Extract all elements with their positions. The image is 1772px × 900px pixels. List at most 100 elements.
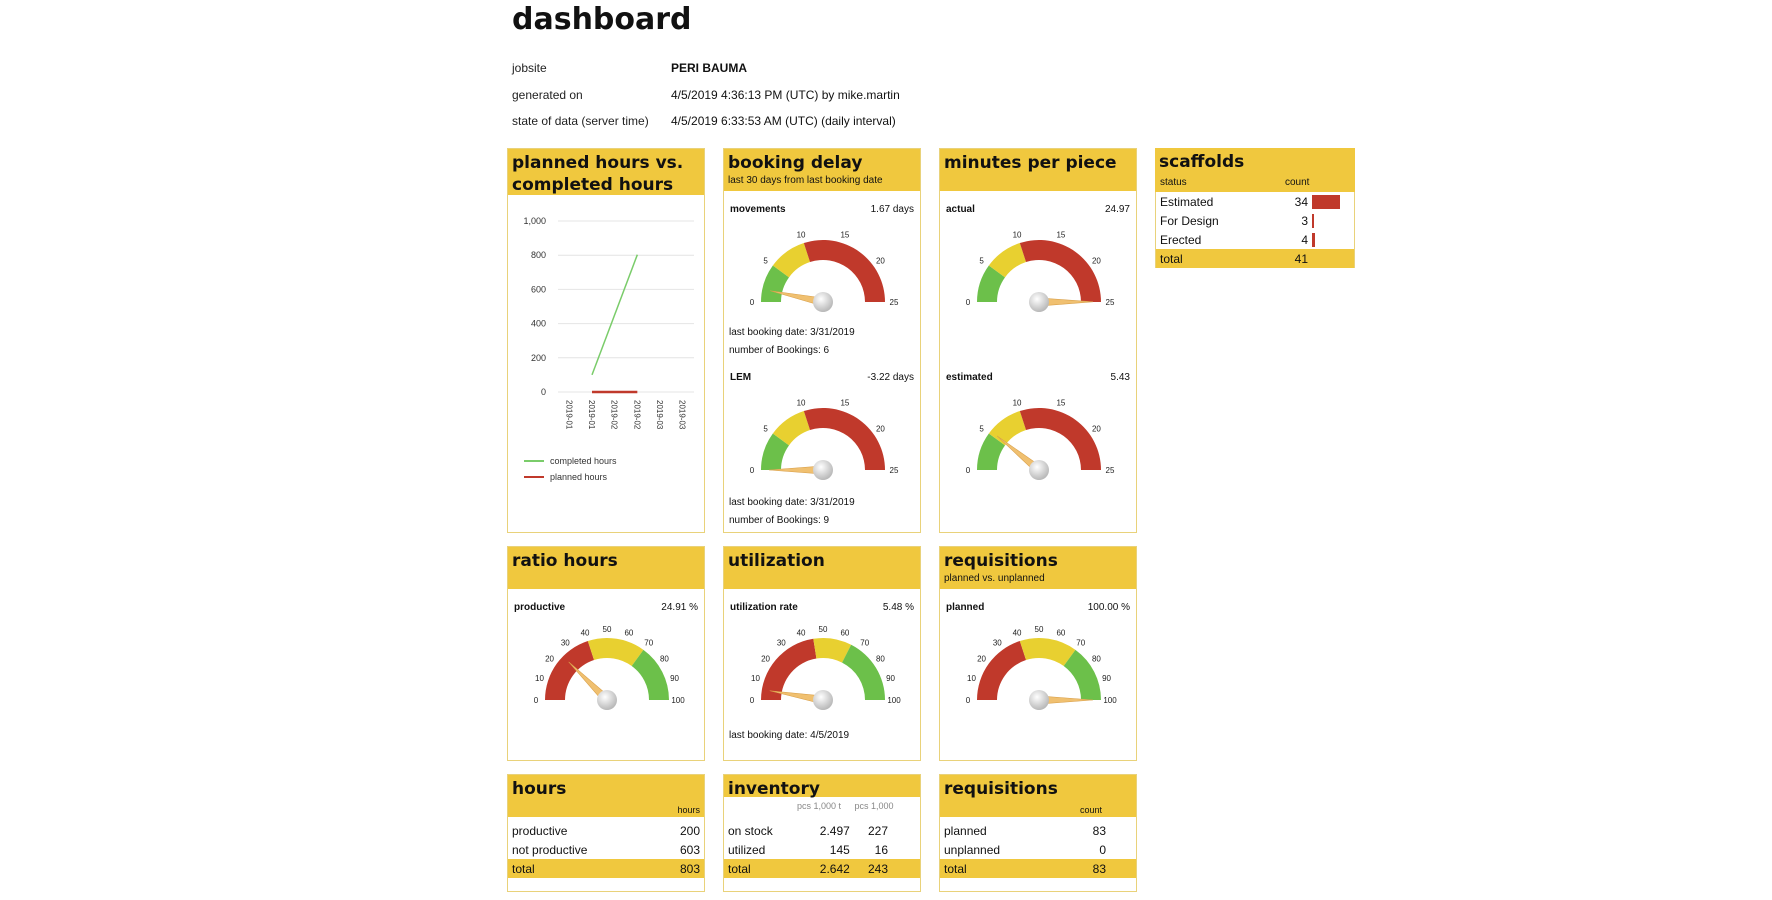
spacer <box>892 821 920 840</box>
column-header-count: count <box>1285 177 1310 188</box>
gauge-value: 100.00 % <box>1087 602 1130 613</box>
y-tick-label: 200 <box>531 353 546 363</box>
column-header-2: pcs 1,000 <box>854 801 894 811</box>
row-value: 603 <box>679 842 700 857</box>
row-value-2: 227 <box>867 823 888 838</box>
gauge-label: LEM <box>730 372 752 383</box>
gauge-tick-label: 0 <box>966 696 971 705</box>
table-row: on stock 2.497 227 <box>724 821 920 840</box>
column-header-status: status <box>1160 177 1187 188</box>
info-text: last booking date: 4/5/2019 <box>729 730 850 741</box>
total-spacer <box>1312 249 1355 268</box>
card-header: ratio hours <box>508 547 704 589</box>
gauge-label: estimated <box>946 372 993 383</box>
gauge-band <box>1019 638 1076 667</box>
card-header: minutes per piece <box>940 149 1136 191</box>
row-value: 200 <box>679 823 700 838</box>
spacer <box>892 840 920 859</box>
card-header: scaffolds status count <box>1155 148 1355 192</box>
planned-gauge: 0 10 20 30 40 50 60 70 80 90 100 <box>966 625 1117 710</box>
total-row: total 41 <box>1155 249 1355 268</box>
movements-gauge: 0 5 10 15 20 25 <box>750 230 899 312</box>
gauge-tick-label: 20 <box>761 654 770 663</box>
estimated-gauge: 0 5 10 15 20 25 <box>966 398 1115 480</box>
gauge-band <box>977 265 1006 302</box>
line-chart: 1,000 800 600 400 200 0 2019-01 2019-01 2019-02 2… <box>523 216 694 482</box>
row-label: utilized <box>728 842 766 857</box>
x-tick-label: 2019-02 <box>610 400 619 430</box>
meta-label-state: state of data (server time) <box>512 114 649 128</box>
row-bar-cell <box>1312 230 1355 249</box>
gauge-tick-label: 15 <box>840 398 849 407</box>
gauge-hub <box>597 690 617 710</box>
hours-table: productive 200 not productive 603 total 803 <box>508 821 704 878</box>
x-tick-label: 2019-01 <box>587 400 596 430</box>
gauge-tick-label: 10 <box>535 674 544 683</box>
row-value: 0 <box>1099 842 1106 857</box>
gauge-tick-label: 5 <box>763 256 768 265</box>
row-label: not productive <box>512 842 588 857</box>
gauge-tick-label: 15 <box>840 230 849 239</box>
gauge-value: 5.43 <box>1110 372 1130 383</box>
x-tick-label: 2019-03 <box>678 400 687 430</box>
gauge-band <box>977 641 1027 700</box>
gauge-tick-label: 0 <box>966 298 971 307</box>
gauge-tick-label: 90 <box>886 674 895 683</box>
gauge-tick-label: 10 <box>1013 398 1022 407</box>
page-title: dashboard <box>512 2 692 37</box>
gauge-tick-label: 25 <box>890 466 899 475</box>
gauge-tick-label: 30 <box>777 639 786 648</box>
table-row: planned 83 <box>940 821 1136 840</box>
row-label: planned <box>944 823 987 838</box>
gauge-tick-label: 80 <box>660 654 669 663</box>
gauge-band <box>587 638 644 667</box>
total-value: 803 <box>654 859 704 878</box>
legend-label: planned hours <box>550 472 608 482</box>
gauge-tick-label: 25 <box>1106 298 1115 307</box>
total-row: total 2.642 243 <box>724 859 920 878</box>
gauge-label: planned <box>946 602 985 613</box>
gauge-tick-label: 5 <box>979 256 984 265</box>
row-bar-cell <box>1312 192 1355 211</box>
table-row: not productive 603 <box>508 840 704 859</box>
card-header: requisitions count <box>940 775 1136 817</box>
gauge-tick-label: 20 <box>876 256 885 265</box>
table-row: Estimated 34 <box>1156 192 1355 211</box>
gauge-value: 24.97 <box>1104 204 1130 215</box>
gauge-tick-label: 50 <box>819 625 828 634</box>
gauge-value: 24.91 % <box>661 602 698 613</box>
card-title: ratio hours <box>512 551 618 571</box>
gauge-value: -3.22 days <box>867 372 914 383</box>
gauge-tick-label: 60 <box>624 628 633 637</box>
card-title: requisitions <box>944 551 1058 571</box>
gauge-tick-label: 100 <box>1103 696 1117 705</box>
card-subtitle: planned vs. unplanned <box>944 573 1045 584</box>
row-value-1: 2.497 <box>819 823 850 838</box>
row-value-1: 145 <box>829 842 850 857</box>
gauge-tick-label: 50 <box>603 625 612 634</box>
card-title: requisitions <box>944 779 1058 799</box>
gauge-label: utilization rate <box>730 602 798 613</box>
gauge-tick-label: 25 <box>890 298 899 307</box>
card-header: inventory <box>724 775 920 799</box>
gauge-tick-label: 15 <box>1056 230 1065 239</box>
gauge-tick-label: 0 <box>966 466 971 475</box>
y-tick-label: 0 <box>541 387 546 397</box>
gauge-tick-label: 60 <box>840 628 849 637</box>
meta-value-jobsite: PERI BAUMA <box>671 61 748 75</box>
row-label: on stock <box>728 823 773 838</box>
utilization-gauge: 0 10 20 30 40 50 60 70 80 90 100 <box>750 625 901 710</box>
gauge-band <box>772 243 811 278</box>
spacer <box>892 859 920 878</box>
x-tick-label: 2019-01 <box>564 400 573 430</box>
row-count: 3 <box>1301 213 1308 228</box>
gauge-tick-label: 20 <box>977 654 986 663</box>
y-tick-label: 600 <box>531 284 546 294</box>
gauge-tick-label: 10 <box>797 230 806 239</box>
total-row: total 803 <box>508 859 704 878</box>
requisitions-count-card: requisitions count planned 83 unplanned 0 … <box>939 774 1137 892</box>
gauge-hub <box>813 292 833 312</box>
gauge-tick-label: 5 <box>979 424 984 433</box>
column-header: hours <box>677 805 700 815</box>
gauge-tick-label: 70 <box>860 639 869 648</box>
